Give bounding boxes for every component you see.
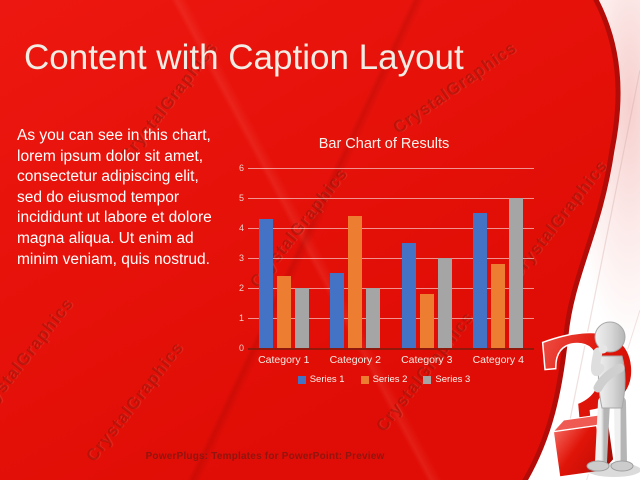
bar-series3-cat2 bbox=[366, 288, 381, 348]
x-axis-labels: Category 1 Category 2 Category 3 Category 4 bbox=[248, 354, 534, 366]
category-label: Category 2 bbox=[329, 354, 381, 366]
bar-series1-cat4 bbox=[473, 213, 488, 348]
y-tick-label: 5 bbox=[238, 193, 244, 203]
bar-series1-cat2 bbox=[330, 273, 345, 348]
category-label: Category 4 bbox=[472, 354, 524, 366]
legend-item: Series 2 bbox=[360, 374, 408, 385]
bar-series3-cat3 bbox=[437, 258, 452, 348]
legend-label: Series 2 bbox=[372, 374, 408, 385]
bar-series3-cat1 bbox=[294, 288, 309, 348]
gridline bbox=[248, 318, 534, 319]
curve-edge-line bbox=[522, 0, 621, 480]
category-label: Category 1 bbox=[258, 354, 310, 366]
gridline bbox=[248, 228, 534, 229]
chart-plot-area: 0 1 2 3 4 5 6 bbox=[239, 163, 534, 353]
bar-series2-cat1 bbox=[276, 276, 291, 348]
legend-swatch-icon bbox=[297, 375, 306, 384]
bar-series2-cat4 bbox=[491, 264, 506, 348]
legend-swatch-icon bbox=[423, 375, 432, 384]
bar-series2-cat3 bbox=[419, 294, 434, 348]
fold-line bbox=[559, 69, 640, 471]
thinking-figure-graphic bbox=[586, 321, 640, 477]
y-tick-label: 4 bbox=[238, 223, 244, 233]
legend-item: Series 1 bbox=[297, 374, 345, 385]
legend-item: Series 3 bbox=[423, 374, 470, 385]
bar-series1-cat1 bbox=[258, 219, 273, 348]
bar-series3-cat4 bbox=[509, 198, 524, 348]
slide-title: Content with Caption Layout bbox=[24, 38, 464, 77]
gridline bbox=[248, 258, 534, 259]
gridline bbox=[248, 198, 534, 199]
chart-title: Bar Chart of Results bbox=[318, 136, 450, 152]
chart-legend: Series 1 Series 2 Series 3 bbox=[226, 374, 542, 385]
legend-label: Series 1 bbox=[309, 374, 345, 385]
legend-swatch-icon bbox=[360, 375, 369, 384]
x-axis-line bbox=[248, 348, 534, 350]
bar-series2-cat2 bbox=[348, 216, 363, 348]
footer-preview-text: PowerPlugs: Templates for PowerPoint: Pr… bbox=[145, 451, 385, 462]
y-tick-label: 6 bbox=[238, 163, 244, 173]
legend-label: Series 3 bbox=[435, 374, 471, 385]
category-label: Category 3 bbox=[401, 354, 453, 366]
gridline bbox=[248, 288, 534, 289]
caption-paragraph: As you can see in this chart, lorem ipsu… bbox=[17, 127, 212, 268]
y-tick-label: 0 bbox=[238, 343, 244, 353]
y-tick-label: 2 bbox=[238, 283, 244, 293]
y-tick-label: 1 bbox=[238, 313, 244, 323]
bar-series1-cat3 bbox=[401, 243, 416, 348]
gridline bbox=[248, 168, 534, 169]
y-tick-label: 3 bbox=[238, 253, 244, 263]
